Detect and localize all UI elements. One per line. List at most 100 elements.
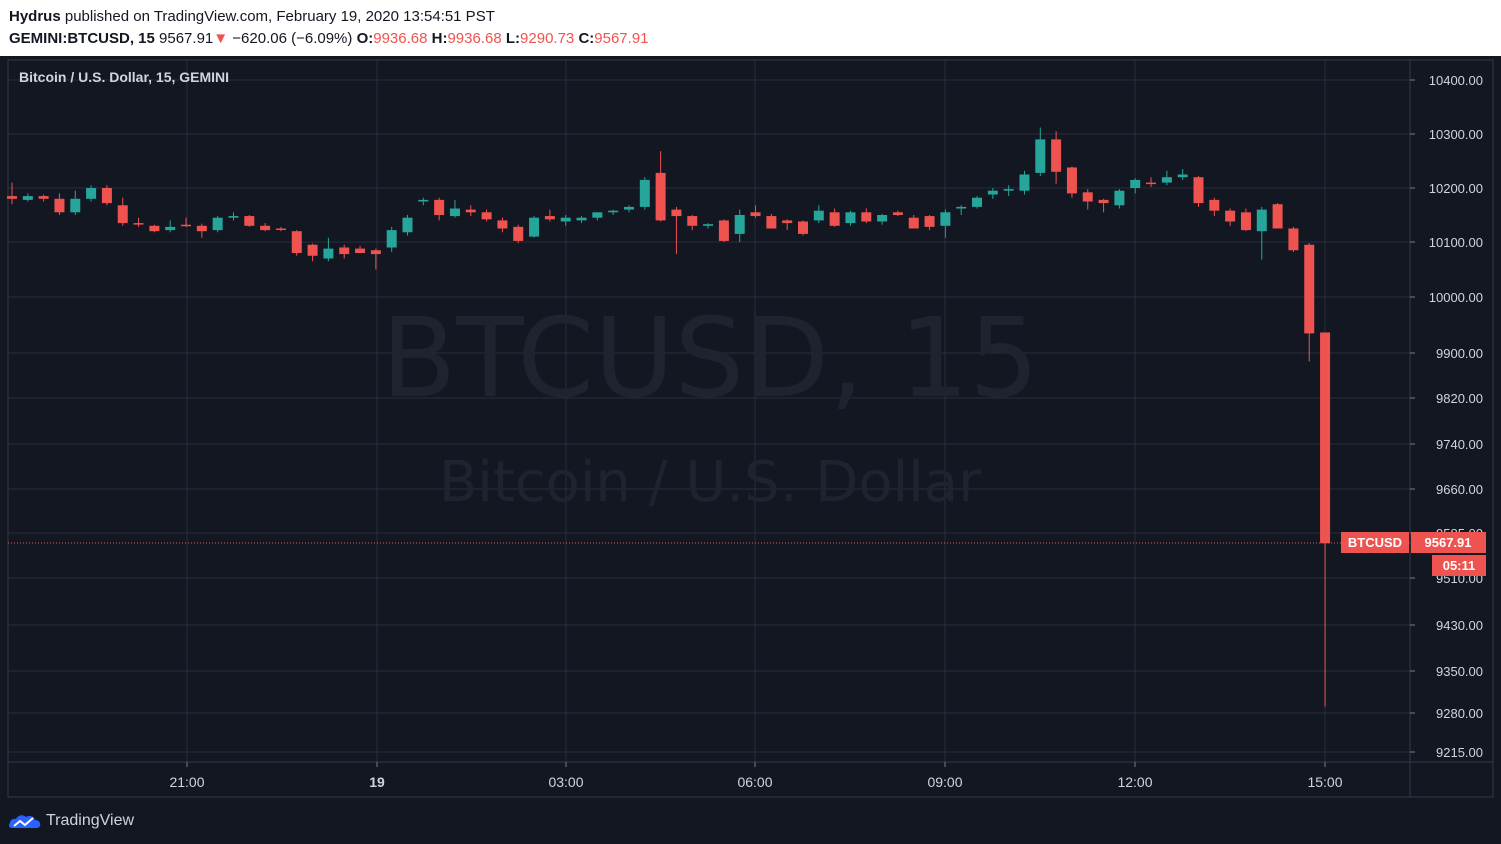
price-change: −620.06 (−6.09%) bbox=[232, 30, 353, 47]
candle bbox=[465, 205, 476, 217]
candle-body bbox=[1209, 199, 1220, 211]
chart-title: Bitcoin / U.S. Dollar, 15, GEMINI bbox=[19, 69, 229, 85]
candle-body bbox=[734, 215, 745, 234]
candle bbox=[339, 244, 350, 259]
candle-body bbox=[165, 226, 176, 231]
candle-body bbox=[244, 216, 255, 226]
author-name[interactable]: Hydrus bbox=[9, 8, 61, 25]
y-tick-label: 9430.00 bbox=[1436, 618, 1483, 633]
candle bbox=[1019, 170, 1030, 195]
candlestick-chart[interactable]: BTCUSD, 15 Bitcoin / U.S. Dollar 10400.0… bbox=[0, 56, 1501, 844]
candle bbox=[782, 219, 793, 231]
x-tick-label: 03:00 bbox=[548, 774, 583, 790]
candle-body bbox=[70, 198, 81, 213]
candle bbox=[1114, 189, 1125, 209]
candle-body bbox=[370, 250, 381, 255]
cloud-icon bbox=[8, 815, 41, 828]
candle bbox=[70, 190, 81, 215]
candle-body bbox=[54, 198, 65, 213]
candle-body bbox=[117, 205, 128, 224]
time-axis: 21:00 19 03:00 06:00 09:00 12:00 15:00 bbox=[169, 762, 1343, 790]
candle-body bbox=[798, 221, 808, 234]
watermark-main: BTCUSD, 15 bbox=[381, 294, 1039, 422]
candle-body bbox=[101, 188, 112, 204]
candle bbox=[639, 177, 650, 210]
candle-body bbox=[829, 212, 840, 226]
candle bbox=[323, 237, 334, 262]
candle bbox=[402, 215, 413, 236]
candle-body bbox=[1066, 167, 1077, 194]
candle bbox=[449, 199, 460, 218]
candle-body bbox=[1035, 139, 1046, 173]
candle bbox=[1304, 243, 1315, 362]
y-tick-label: 10400.00 bbox=[1429, 73, 1483, 88]
candle bbox=[86, 185, 97, 202]
candle-body bbox=[987, 190, 998, 195]
y-tick-label: 9350.00 bbox=[1436, 664, 1483, 679]
candle-body bbox=[639, 179, 650, 207]
candle bbox=[750, 205, 761, 218]
watermark: BTCUSD, 15 Bitcoin / U.S. Dollar bbox=[381, 294, 1039, 515]
candle bbox=[181, 217, 192, 227]
candle bbox=[1288, 226, 1299, 252]
candle bbox=[1146, 177, 1157, 187]
candle bbox=[655, 151, 666, 222]
candle bbox=[544, 209, 555, 222]
symbol-label: GEMINI:BTCUSD, 15 bbox=[9, 30, 155, 47]
candle-body bbox=[750, 212, 761, 217]
candle-body bbox=[1272, 204, 1283, 229]
publish-info: Hydrus published on TradingView.com, Feb… bbox=[9, 8, 495, 25]
candle-body bbox=[877, 215, 888, 222]
candle bbox=[608, 209, 619, 215]
candle-body bbox=[861, 212, 872, 222]
candle-body bbox=[339, 247, 350, 255]
candle-body bbox=[449, 208, 460, 217]
grid-lines bbox=[8, 60, 1410, 762]
candle bbox=[1066, 166, 1077, 198]
chart-frame[interactable]: BTCUSD, 15 Bitcoin / U.S. Dollar 10400.0… bbox=[0, 56, 1501, 844]
candle-body bbox=[418, 199, 429, 202]
y-tick-label: 10000.00 bbox=[1429, 290, 1483, 305]
candle-body bbox=[1256, 209, 1267, 232]
candle-body bbox=[402, 217, 413, 233]
candle bbox=[718, 219, 729, 242]
y-tick-label: 10100.00 bbox=[1429, 235, 1483, 250]
candle-body bbox=[1193, 177, 1204, 204]
candle-body bbox=[560, 217, 571, 222]
symbol-tag bbox=[1341, 532, 1409, 553]
candle-body bbox=[845, 212, 856, 224]
last-price: 9567.91 bbox=[159, 30, 214, 47]
candle-body bbox=[1019, 174, 1030, 191]
x-tick-label: 21:00 bbox=[169, 774, 204, 790]
candle-body bbox=[481, 212, 492, 220]
candle-body bbox=[260, 225, 271, 231]
candle-body bbox=[1098, 199, 1109, 204]
watermark-sub: Bitcoin / U.S. Dollar bbox=[439, 450, 982, 515]
y-tick-label: 9900.00 bbox=[1436, 346, 1483, 361]
candle-body bbox=[924, 216, 935, 227]
candle bbox=[623, 205, 634, 213]
candle bbox=[386, 226, 397, 252]
candle bbox=[275, 226, 286, 232]
ohlc-summary: GEMINI:BTCUSD, 15 9567.91▼ −620.06 (−6.0… bbox=[9, 30, 649, 47]
candle-body bbox=[956, 206, 967, 209]
candle bbox=[813, 205, 824, 224]
candle bbox=[829, 208, 840, 227]
candle-body bbox=[228, 216, 239, 218]
candle-body bbox=[972, 197, 983, 207]
candle bbox=[1272, 203, 1283, 229]
candle-body bbox=[1082, 192, 1093, 202]
candle bbox=[529, 216, 540, 238]
candle-body bbox=[323, 248, 334, 259]
x-tick-label: 15:00 bbox=[1307, 774, 1342, 790]
candle bbox=[7, 182, 17, 205]
candle-body bbox=[908, 217, 919, 229]
candle-body bbox=[529, 217, 540, 237]
candle-body bbox=[671, 209, 682, 217]
candle bbox=[370, 248, 381, 270]
candle bbox=[576, 216, 587, 224]
tradingview-logo[interactable]: TradingView bbox=[8, 812, 134, 830]
close-value: 9567.91 bbox=[594, 30, 649, 47]
candle-body bbox=[1146, 182, 1157, 185]
candle bbox=[734, 209, 745, 242]
